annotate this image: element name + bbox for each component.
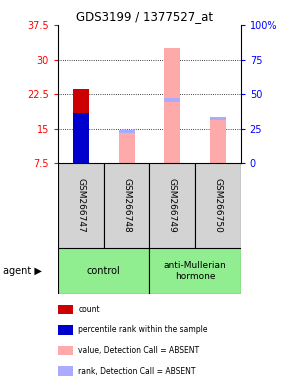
Text: GSM266747: GSM266747 bbox=[76, 178, 85, 233]
Bar bbox=[119, 133, 135, 163]
Text: GDS3199 / 1377527_at: GDS3199 / 1377527_at bbox=[77, 10, 213, 23]
Bar bbox=[58, 163, 104, 248]
Bar bbox=[149, 163, 195, 248]
Bar bbox=[73, 113, 89, 163]
Bar bbox=[149, 248, 241, 294]
Bar bbox=[210, 117, 226, 120]
Text: rank, Detection Call = ABSENT: rank, Detection Call = ABSENT bbox=[78, 367, 196, 376]
Bar bbox=[164, 48, 180, 163]
Text: count: count bbox=[78, 305, 100, 314]
Bar bbox=[164, 98, 180, 102]
Text: control: control bbox=[87, 266, 121, 276]
Text: agent ▶: agent ▶ bbox=[3, 266, 42, 276]
Bar bbox=[73, 89, 89, 163]
Bar bbox=[119, 131, 135, 133]
Bar bbox=[58, 248, 149, 294]
Text: GSM266750: GSM266750 bbox=[213, 178, 222, 233]
Text: GSM266748: GSM266748 bbox=[122, 178, 131, 233]
Text: value, Detection Call = ABSENT: value, Detection Call = ABSENT bbox=[78, 346, 200, 355]
Bar bbox=[210, 119, 226, 163]
Text: GSM266749: GSM266749 bbox=[168, 178, 177, 233]
Text: anti-Mullerian
hormone: anti-Mullerian hormone bbox=[164, 261, 226, 281]
Text: percentile rank within the sample: percentile rank within the sample bbox=[78, 326, 208, 334]
Bar bbox=[195, 163, 241, 248]
Bar bbox=[104, 163, 149, 248]
